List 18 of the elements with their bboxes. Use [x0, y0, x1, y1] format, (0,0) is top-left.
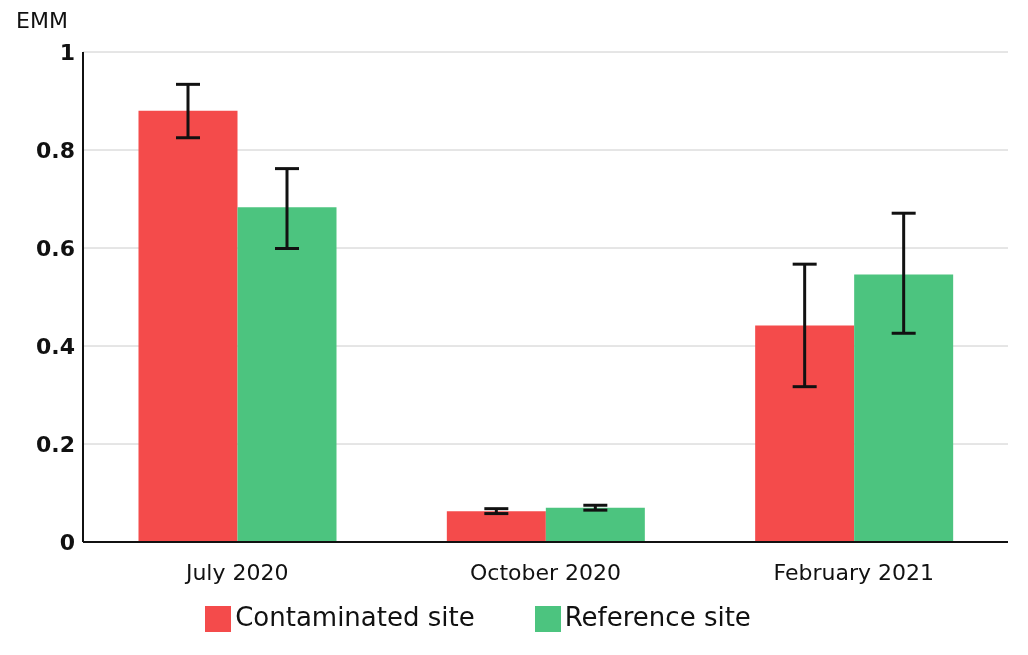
x-tick-label: February 2021	[773, 559, 935, 585]
bar	[138, 110, 238, 542]
y-tick-label: 0.4	[36, 333, 75, 359]
bar	[446, 511, 546, 542]
x-tick-label: July 2020	[183, 559, 289, 585]
y-tick-label: 0	[59, 529, 75, 555]
bar	[545, 507, 645, 542]
bar	[854, 274, 954, 542]
legend-label: Reference site	[564, 602, 751, 632]
y-tick-label: 0.6	[36, 235, 75, 261]
legend-label: Contaminated site	[235, 602, 475, 632]
bar	[755, 325, 855, 542]
y-tick-label: 0.2	[36, 431, 75, 457]
y-axis-title: EMM	[16, 8, 68, 33]
y-tick-label: 1	[59, 39, 75, 65]
x-tick-label: October 2020	[469, 559, 622, 585]
y-tick-label: 0.8	[36, 137, 75, 163]
bar	[237, 207, 337, 542]
